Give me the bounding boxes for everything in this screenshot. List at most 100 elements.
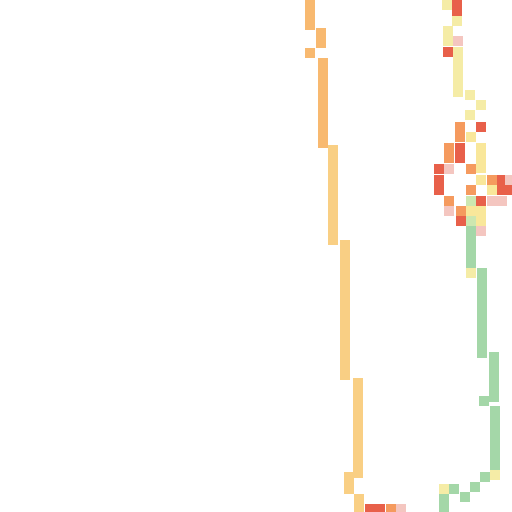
eastern-track-cell [466, 256, 476, 266]
western-track-cell [340, 290, 350, 300]
eastern-track-cell [476, 196, 486, 206]
eastern-track-cell [449, 484, 459, 494]
eastern-track-cell [476, 175, 486, 185]
eastern-track-cell [487, 175, 497, 185]
eastern-track-cell [443, 47, 453, 57]
western-track-cell [318, 128, 328, 138]
western-track-cell [353, 458, 363, 468]
western-track-cell [328, 225, 338, 235]
eastern-track-cell [489, 372, 499, 382]
eastern-track-cell [490, 436, 500, 446]
eastern-track-cell [434, 175, 444, 195]
eastern-track-cell [489, 352, 499, 362]
eastern-track-cell [487, 185, 497, 195]
eastern-track-cell [455, 132, 465, 142]
eastern-track-cell [476, 143, 486, 153]
eastern-track-cell [444, 143, 454, 153]
eastern-track-cell [497, 185, 512, 195]
western-track-cell [318, 108, 328, 118]
western-track-cell [340, 320, 350, 330]
eastern-track-cell [453, 47, 463, 57]
western-track-cell [353, 388, 363, 398]
eastern-track-cell [455, 143, 465, 163]
eastern-track-cell [497, 196, 507, 206]
eastern-track-cell [465, 90, 475, 100]
eastern-track-cell [476, 226, 486, 236]
eastern-track-cell [466, 164, 476, 174]
western-track-cell [353, 448, 363, 458]
western-track-cell [340, 350, 350, 360]
western-track-cell [340, 240, 350, 250]
western-track-cell [328, 165, 338, 175]
western-track-cell [353, 428, 363, 438]
bottom-crossing-cell [365, 504, 375, 512]
eastern-track-cell [477, 348, 487, 358]
eastern-track-cell [490, 456, 500, 466]
eastern-track-cell [476, 122, 486, 132]
western-track-cell [328, 195, 338, 205]
bottom-crossing-cell [386, 504, 396, 512]
eastern-track-cell [444, 206, 454, 216]
eastern-track-cell [466, 206, 476, 216]
eastern-track-cell [466, 132, 476, 142]
eastern-track-cell [477, 308, 487, 318]
eastern-track-cell [452, 0, 462, 16]
eastern-track-cell [497, 175, 507, 185]
eastern-track-cell [456, 206, 466, 216]
western-track-cell [318, 78, 328, 88]
eastern-track-cell [455, 122, 465, 132]
eastern-track-cell [465, 110, 475, 120]
eastern-track-cell [490, 470, 500, 480]
western-track-cell [318, 58, 328, 68]
western-track-cell [340, 250, 350, 260]
eastern-track-cell [480, 472, 490, 482]
eastern-track-cell [476, 153, 486, 173]
western-track-cell [340, 300, 350, 310]
western-track-cell [316, 28, 326, 48]
eastern-track-cell [444, 164, 454, 174]
eastern-track-cell [476, 100, 486, 110]
western-track-cell [340, 340, 350, 350]
western-track-cell [353, 438, 363, 448]
eastern-track-cell [456, 216, 466, 226]
eastern-track-cell [453, 57, 463, 67]
eastern-track-cell [470, 482, 480, 492]
western-track-cell [318, 98, 328, 108]
western-track-cell [328, 155, 338, 165]
eastern-track-cell [452, 16, 462, 26]
eastern-track-cell [477, 338, 487, 348]
western-track-cell [318, 138, 328, 148]
western-track-cell [340, 310, 350, 320]
eastern-track-cell [443, 26, 453, 46]
eastern-track-cell [466, 246, 476, 256]
eastern-track-cell [442, 0, 452, 10]
eastern-track-cell [490, 446, 500, 456]
western-track-cell [305, 20, 315, 30]
western-track-cell [318, 118, 328, 128]
bottom-crossing-cell [375, 504, 385, 512]
eastern-track-cell [444, 196, 454, 206]
eastern-track-cell [477, 288, 487, 298]
eastern-track-cell [453, 87, 463, 97]
eastern-track-cell [466, 236, 476, 246]
western-track-cell [340, 370, 350, 380]
western-track-cell [340, 260, 350, 270]
eastern-track-cell [476, 206, 486, 226]
eastern-track-cell [453, 67, 463, 77]
western-track-cell [353, 398, 363, 408]
eastern-track-cell [490, 416, 500, 426]
eastern-track-cell [490, 426, 500, 436]
eastern-track-cell [489, 392, 499, 402]
eastern-track-cell [453, 36, 463, 46]
eastern-track-cell [505, 175, 512, 185]
western-track-cell [340, 270, 350, 280]
eastern-track-cell [434, 164, 444, 174]
western-track-cell [318, 68, 328, 78]
eastern-track-cell [453, 77, 463, 87]
eastern-track-cell [466, 216, 476, 226]
eastern-track-cell [439, 494, 449, 512]
western-track-cell [328, 175, 338, 185]
western-track-cell [305, 0, 315, 10]
